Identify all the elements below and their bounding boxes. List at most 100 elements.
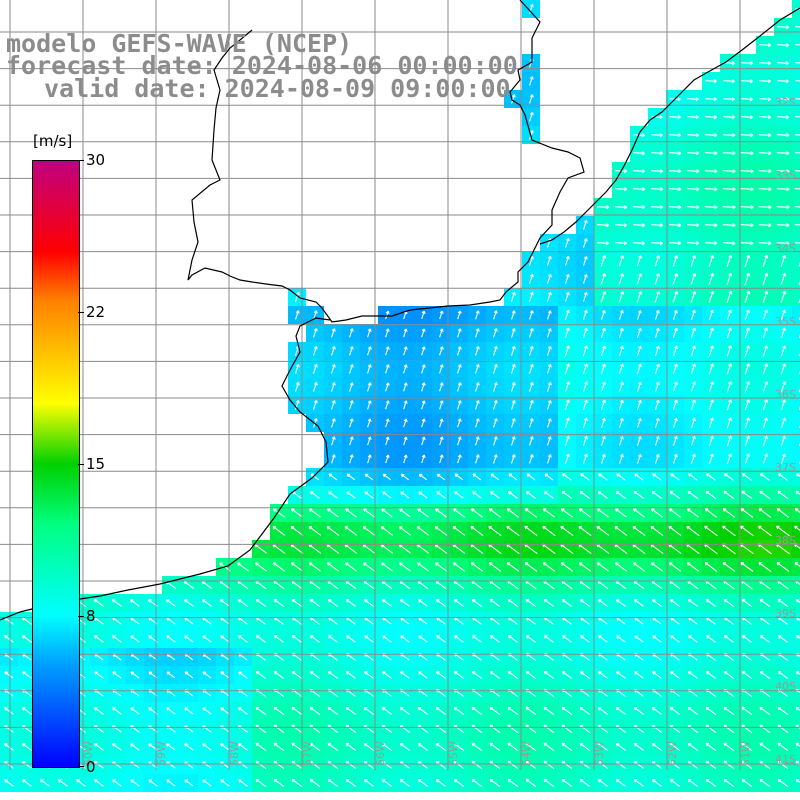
- wind-arrow: [328, 635, 338, 643]
- wind-arrow: [708, 272, 715, 285]
- wind-arrow: [744, 345, 750, 357]
- wind-arrow: [367, 364, 372, 374]
- colorbar-tick-mark: [78, 312, 84, 313]
- wind-arrow: [615, 742, 627, 751]
- wind-arrow: [634, 671, 644, 679]
- wind-arrow: [367, 400, 372, 410]
- wind-arrow: [542, 508, 556, 518]
- wind-arrow: [669, 115, 681, 120]
- wind-arrow: [762, 435, 768, 447]
- wind-cell: [792, 432, 800, 450]
- wind-arrow: [705, 778, 717, 788]
- wind-arrow: [475, 418, 480, 428]
- wind-arrow: [493, 310, 498, 320]
- wind-arrow: [255, 635, 266, 643]
- wind-arrow: [220, 707, 230, 715]
- wind-arrow: [614, 525, 628, 536]
- wind-arrow: [708, 290, 715, 303]
- wind-arrow: [331, 436, 336, 446]
- wind-arrow: [723, 778, 735, 788]
- wind-arrow: [546, 328, 552, 338]
- wind-arrow: [312, 381, 318, 392]
- wind-arrow: [652, 473, 662, 481]
- wind-arrow: [291, 635, 302, 643]
- model-title: modelo GEFS-WAVE (NCEP): [6, 29, 353, 58]
- wind-arrow: [220, 743, 230, 751]
- wind-arrow: [506, 562, 520, 572]
- colorbar-tick-label: 0: [86, 758, 96, 776]
- wind-arrow: [381, 742, 393, 751]
- wind-arrow: [672, 255, 679, 267]
- wind-arrow: [564, 435, 570, 447]
- wind-arrow: [201, 599, 212, 607]
- latitude-labels: 32S 33S 34S 35S 36S 37S 38S 39S 40S 41S: [775, 96, 796, 766]
- wind-arrow: [561, 598, 573, 607]
- wind-arrow: [780, 363, 786, 375]
- wind-arrow: [633, 599, 644, 607]
- wind-arrow: [493, 436, 498, 446]
- wind-arrow: [184, 743, 194, 751]
- wind-arrow: [129, 599, 140, 607]
- wind-arrow: [436, 671, 446, 679]
- wind-arrow: [382, 491, 392, 499]
- wind-arrow: [723, 706, 735, 716]
- wind-arrow: [130, 743, 140, 751]
- wind-arrow: [367, 436, 372, 446]
- wind-arrow: [327, 706, 339, 716]
- wind-arrow: [328, 473, 338, 481]
- wind-arrow: [4, 707, 14, 715]
- wind-arrow: [439, 382, 444, 392]
- wind-arrow: [618, 345, 624, 357]
- wind-arrow: [687, 671, 698, 679]
- wind-arrow: [636, 273, 642, 285]
- wind-arrow: [654, 417, 660, 428]
- wind-arrow: [439, 310, 444, 320]
- wind-arrow: [795, 8, 800, 10]
- wind-arrow: [312, 400, 318, 410]
- wind-arrow: [632, 525, 646, 536]
- wind-arrow: [564, 309, 570, 321]
- wind-arrow: [582, 363, 588, 375]
- wind-arrow: [759, 778, 771, 788]
- wind-arrow: [704, 205, 718, 210]
- wind-arrow: [560, 508, 573, 518]
- wind-arrow: [528, 418, 534, 428]
- latitude-label: 34S: [775, 242, 796, 255]
- wind-arrow: [759, 742, 771, 752]
- wind-arrow: [616, 473, 626, 481]
- wind-arrow: [21, 707, 32, 715]
- wind-arrow: [421, 436, 426, 446]
- wind-arrow: [452, 562, 465, 572]
- wind-arrow: [525, 491, 536, 499]
- wind-arrow: [780, 453, 786, 465]
- wind-arrow: [220, 635, 230, 643]
- wind-arrow: [672, 453, 678, 464]
- wind-arrow: [312, 328, 318, 338]
- wind-arrow: [794, 224, 800, 226]
- wind-arrow: [510, 363, 516, 374]
- wind-arrow: [524, 525, 538, 537]
- wind-arrow: [331, 454, 336, 464]
- wind-arrow: [705, 598, 717, 608]
- wind-arrow: [633, 241, 646, 246]
- wind-arrow: [453, 508, 465, 518]
- wind-arrow: [564, 363, 570, 375]
- wind-arrow: [403, 382, 408, 392]
- wind-arrow: [740, 187, 754, 192]
- wind-arrow: [672, 309, 678, 320]
- wind-arrow: [470, 562, 484, 572]
- wind-arrow: [616, 635, 626, 643]
- wind-arrow: [294, 381, 300, 392]
- wind-arrow: [525, 778, 537, 788]
- wind-arrow: [744, 417, 750, 429]
- wind-arrow: [740, 241, 754, 246]
- wind-arrow: [600, 399, 606, 411]
- wind-arrow: [651, 241, 664, 246]
- wind-cell: [792, 486, 800, 504]
- wind-cell: [792, 576, 800, 594]
- wind-arrow: [759, 61, 772, 66]
- wind-arrow: [331, 328, 336, 338]
- wind-arrow: [457, 328, 462, 338]
- wind-arrow: [758, 205, 772, 210]
- wind-arrow: [672, 435, 678, 446]
